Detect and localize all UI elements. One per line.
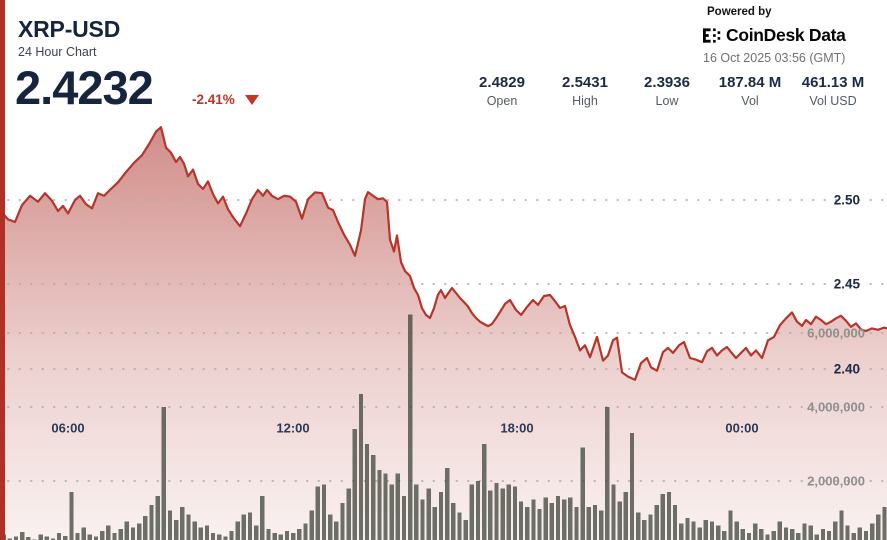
time-tick-1200: 12:00 <box>276 420 310 436</box>
stat-high-label: High <box>572 94 598 108</box>
price-line <box>0 126 887 381</box>
price-tick-2-45: 2.45 <box>833 276 860 292</box>
time-tick-0600: 06:00 <box>51 420 85 436</box>
coindesk-mark-icon <box>703 27 721 43</box>
stat-vol-usd: 461.13 M Vol USD <box>802 74 865 108</box>
price-area-fill <box>0 127 887 540</box>
stat-open: 2.4829 Open <box>479 74 525 108</box>
stat-vol: 187.84 M Vol <box>719 74 782 108</box>
powered-by-label: Powered by <box>707 6 772 18</box>
down-triangle-icon <box>244 94 259 105</box>
chart-subtitle: 24 Hour Chart <box>18 45 97 59</box>
time-tick-0000: 00:00 <box>725 420 759 436</box>
stat-low-value: 2.3936 <box>644 74 690 91</box>
stat-high-value: 2.5431 <box>562 74 608 91</box>
coindesk-data-wordmark: CoinDesk Data <box>726 25 846 45</box>
volume-bars <box>1 314 887 540</box>
stat-high: 2.5431 High <box>562 74 608 108</box>
stat-low: 2.3936 Low <box>644 74 690 108</box>
volume-tick-4m: 4,000,000 <box>807 399 865 415</box>
branding-block: Powered by CoinDesk Data 16 Oct 2025 03:… <box>703 6 846 65</box>
stat-low-label: Low <box>655 94 679 108</box>
stat-vol-value: 187.84 M <box>718 74 782 91</box>
price-tick-2-50: 2.50 <box>833 192 860 208</box>
stat-open-value: 2.4829 <box>479 74 525 91</box>
volume-tick-2m: 2,000,000 <box>807 473 865 489</box>
volume-tick-6m: 6,000,000 <box>807 325 865 341</box>
accent-stripe <box>0 0 5 540</box>
stat-vol-usd-label: Vol USD <box>809 94 857 108</box>
time-tick-1800: 18:00 <box>500 420 534 436</box>
coindesk-data-logo[interactable]: CoinDesk Data <box>703 25 846 46</box>
price-change-percent: -2.41% <box>192 92 235 107</box>
stat-vol-label: Vol <box>741 94 759 108</box>
stat-vol-usd-value: 461.13 M <box>801 74 865 91</box>
last-price: 2.4232 <box>15 61 154 114</box>
price-change: -2.41% <box>192 92 259 107</box>
stat-open-label: Open <box>486 94 518 108</box>
chart-timestamp: 16 Oct 2025 03:56 (GMT) <box>703 51 846 65</box>
price-tick-2-40: 2.40 <box>833 361 860 377</box>
instrument-symbol: XRP-USD <box>18 16 121 42</box>
